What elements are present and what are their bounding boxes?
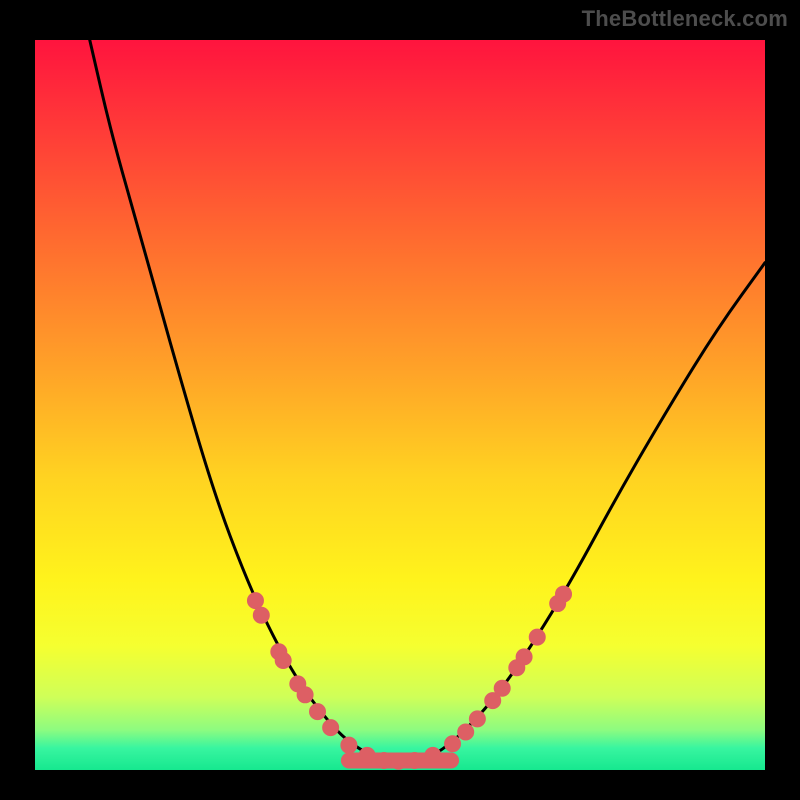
curve-marker [556, 586, 572, 602]
curve-marker [359, 747, 375, 763]
curve-marker [458, 724, 474, 740]
curve-marker [407, 753, 423, 769]
watermark-text: TheBottleneck.com [582, 6, 788, 32]
curve-marker [253, 607, 269, 623]
chart-background [35, 40, 765, 770]
curve-marker [275, 653, 291, 669]
curve-marker [529, 629, 545, 645]
curve-marker [323, 720, 339, 736]
curve-marker [425, 747, 441, 763]
curve-marker [341, 737, 357, 753]
curve-marker [391, 753, 407, 769]
curve-marker [376, 753, 392, 769]
chart-plot-area [35, 40, 765, 770]
curve-marker [445, 736, 461, 752]
curve-marker [494, 680, 510, 696]
curve-marker [310, 704, 326, 720]
chart-svg [35, 40, 765, 770]
curve-marker [247, 593, 263, 609]
curve-marker [516, 649, 532, 665]
curve-marker [297, 687, 313, 703]
curve-marker [469, 711, 485, 727]
